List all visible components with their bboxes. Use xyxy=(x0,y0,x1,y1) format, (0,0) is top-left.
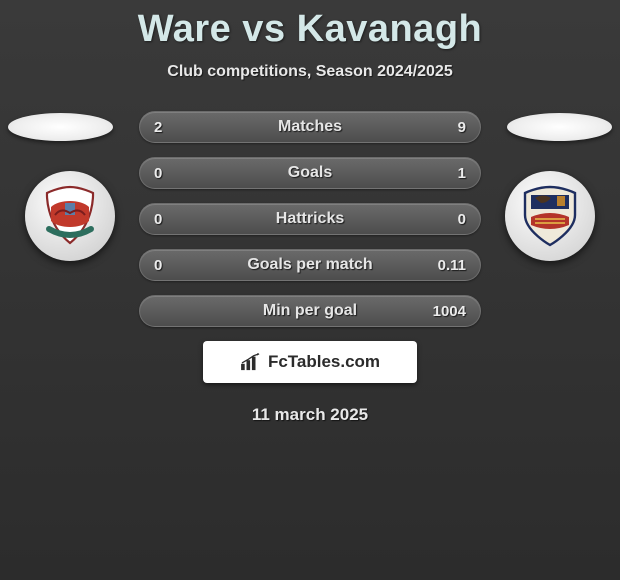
stat-label: Goals xyxy=(288,164,332,182)
right-oval-decor xyxy=(507,113,612,141)
stat-label: Goals per match xyxy=(247,256,372,274)
stat-right-value: 0.11 xyxy=(436,257,466,274)
stat-row-goals: 0 Goals 1 xyxy=(139,157,481,189)
away-club-badge xyxy=(505,171,595,261)
stat-label: Min per goal xyxy=(263,302,357,320)
stat-row-goals-per-match: 0 Goals per match 0.11 xyxy=(139,249,481,281)
stat-right-value: 1004 xyxy=(433,303,466,320)
stat-row-hattricks: 0 Hattricks 0 xyxy=(139,203,481,235)
stat-left-value: 0 xyxy=(154,257,184,274)
stat-right-value: 0 xyxy=(436,211,466,228)
page-title: Ware vs Kavanagh xyxy=(0,0,620,51)
stat-row-matches: 2 Matches 9 xyxy=(139,111,481,143)
bars-icon xyxy=(240,353,262,371)
stat-left-value: 0 xyxy=(154,165,184,182)
away-crest-icon xyxy=(521,185,579,247)
stat-left-value: 0 xyxy=(154,211,184,228)
stat-right-value: 1 xyxy=(436,165,466,182)
watermark-text: FcTables.com xyxy=(268,352,380,372)
stat-left-value: 2 xyxy=(154,119,184,136)
watermark-badge: FcTables.com xyxy=(203,341,417,383)
home-club-badge xyxy=(25,171,115,261)
date-label: 11 march 2025 xyxy=(0,405,620,425)
stat-label: Matches xyxy=(278,118,342,136)
stat-right-value: 9 xyxy=(436,119,466,136)
left-oval-decor xyxy=(8,113,113,141)
stat-rows: 2 Matches 9 0 Goals 1 0 Hattricks 0 0 Go… xyxy=(139,111,481,327)
home-crest-icon xyxy=(41,185,99,247)
comparison-panel: 2 Matches 9 0 Goals 1 0 Hattricks 0 0 Go… xyxy=(0,111,620,425)
stat-label: Hattricks xyxy=(276,210,344,228)
stat-row-min-per-goal: Min per goal 1004 xyxy=(139,295,481,327)
competition-subtitle: Club competitions, Season 2024/2025 xyxy=(0,63,620,81)
